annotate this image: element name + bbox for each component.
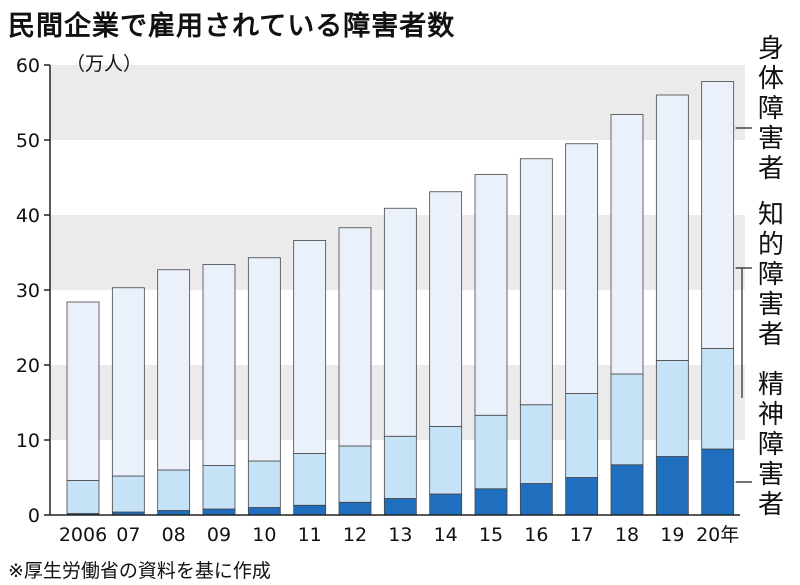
bar-15-series-0 xyxy=(474,488,508,516)
bar-17-series-1 xyxy=(565,393,599,478)
bar-16-series-2 xyxy=(519,158,553,406)
x-tick-label-5: 11 xyxy=(298,524,322,546)
bars xyxy=(66,81,735,516)
y-tick-label-1: 10 xyxy=(16,430,40,452)
bar-18-series-1 xyxy=(610,373,644,466)
bar-19-series-0 xyxy=(655,456,689,516)
bar-19-series-1 xyxy=(655,360,689,457)
bar-2006-series-1 xyxy=(66,480,100,514)
y-tick-label-0: 0 xyxy=(28,505,40,527)
bar-09-series-0 xyxy=(202,508,236,516)
bar-15-series-1 xyxy=(474,414,508,490)
x-tick-label-14: 20年 xyxy=(696,524,739,546)
bar-16-series-0 xyxy=(519,483,553,516)
x-axis: 2006 07 08 09 10 11 12 13 14 15 16 17 18 19 20年 xyxy=(50,514,740,546)
legend-label-mental: 精神障害者 xyxy=(757,370,784,520)
bar-07-series-1 xyxy=(111,475,145,513)
bar-14-series-1 xyxy=(429,426,463,495)
x-tick-label-11: 17 xyxy=(570,524,594,546)
bar-20年-series-2 xyxy=(701,81,735,349)
bar-07-series-2 xyxy=(111,287,145,477)
bar-13-series-2 xyxy=(383,207,417,437)
x-tick-label-6: 12 xyxy=(343,524,367,546)
bar-19-series-2 xyxy=(655,94,689,361)
bar-15-series-2 xyxy=(474,174,508,416)
bar-12-series-2 xyxy=(338,227,372,447)
x-tick-label-4: 10 xyxy=(252,524,276,546)
bar-13-series-0 xyxy=(383,498,417,516)
bar-2006-series-2 xyxy=(66,301,100,481)
bar-10-series-1 xyxy=(247,460,281,508)
bar-10-series-2 xyxy=(247,257,281,462)
legend-label-physical: 身体障害者 xyxy=(757,34,784,184)
y-tick-label-3: 30 xyxy=(16,280,40,302)
bar-12-series-1 xyxy=(338,445,372,503)
y-tick-label-6: 60 xyxy=(16,55,40,77)
x-tick-label-0: 2006 xyxy=(59,524,107,546)
x-tick-label-8: 14 xyxy=(434,524,458,546)
x-tick-label-2: 08 xyxy=(162,524,186,546)
x-tick-label-7: 13 xyxy=(388,524,412,546)
bar-09-series-2 xyxy=(202,264,236,466)
x-tick-label-1: 07 xyxy=(116,524,140,546)
bar-18-series-2 xyxy=(610,114,644,375)
x-tick-label-10: 16 xyxy=(524,524,548,546)
bar-11-series-2 xyxy=(293,240,327,454)
bar-14-series-0 xyxy=(429,493,463,516)
legend-leader-lines xyxy=(735,127,752,483)
x-tick-label-3: 09 xyxy=(207,524,231,546)
bar-18-series-0 xyxy=(610,464,644,516)
x-tick-label-9: 15 xyxy=(479,524,503,546)
y-axis: 0 10 20 30 40 50 60 xyxy=(16,55,51,527)
y-tick-label-2: 20 xyxy=(16,355,40,377)
bar-20年-series-0 xyxy=(701,448,735,516)
bar-17-series-2 xyxy=(565,143,599,394)
bar-11-series-1 xyxy=(293,453,327,506)
bar-10-series-0 xyxy=(247,507,281,516)
bar-08-series-1 xyxy=(157,469,191,511)
legend-label-intellectual: 知的障害者 xyxy=(757,200,784,350)
x-tick-label-13: 19 xyxy=(660,524,684,546)
bar-09-series-1 xyxy=(202,465,236,510)
y-tick-label-4: 40 xyxy=(16,205,40,227)
y-axis-unit: （万人） xyxy=(66,53,142,75)
x-tick-label-12: 18 xyxy=(615,524,639,546)
bar-14-series-2 xyxy=(429,191,463,427)
bar-16-series-1 xyxy=(519,404,553,484)
chart-title: 民間企業で雇用されている障害者数 xyxy=(8,11,456,42)
bar-11-series-0 xyxy=(293,504,327,516)
source-note: ※厚生労働省の資料を基に作成 xyxy=(8,560,271,582)
bar-17-series-0 xyxy=(565,477,599,516)
y-tick-label-5: 50 xyxy=(16,130,40,152)
bar-13-series-1 xyxy=(383,435,417,499)
bar-08-series-2 xyxy=(157,269,191,471)
bar-20年-series-1 xyxy=(701,348,735,450)
bar-12-series-0 xyxy=(338,501,372,516)
